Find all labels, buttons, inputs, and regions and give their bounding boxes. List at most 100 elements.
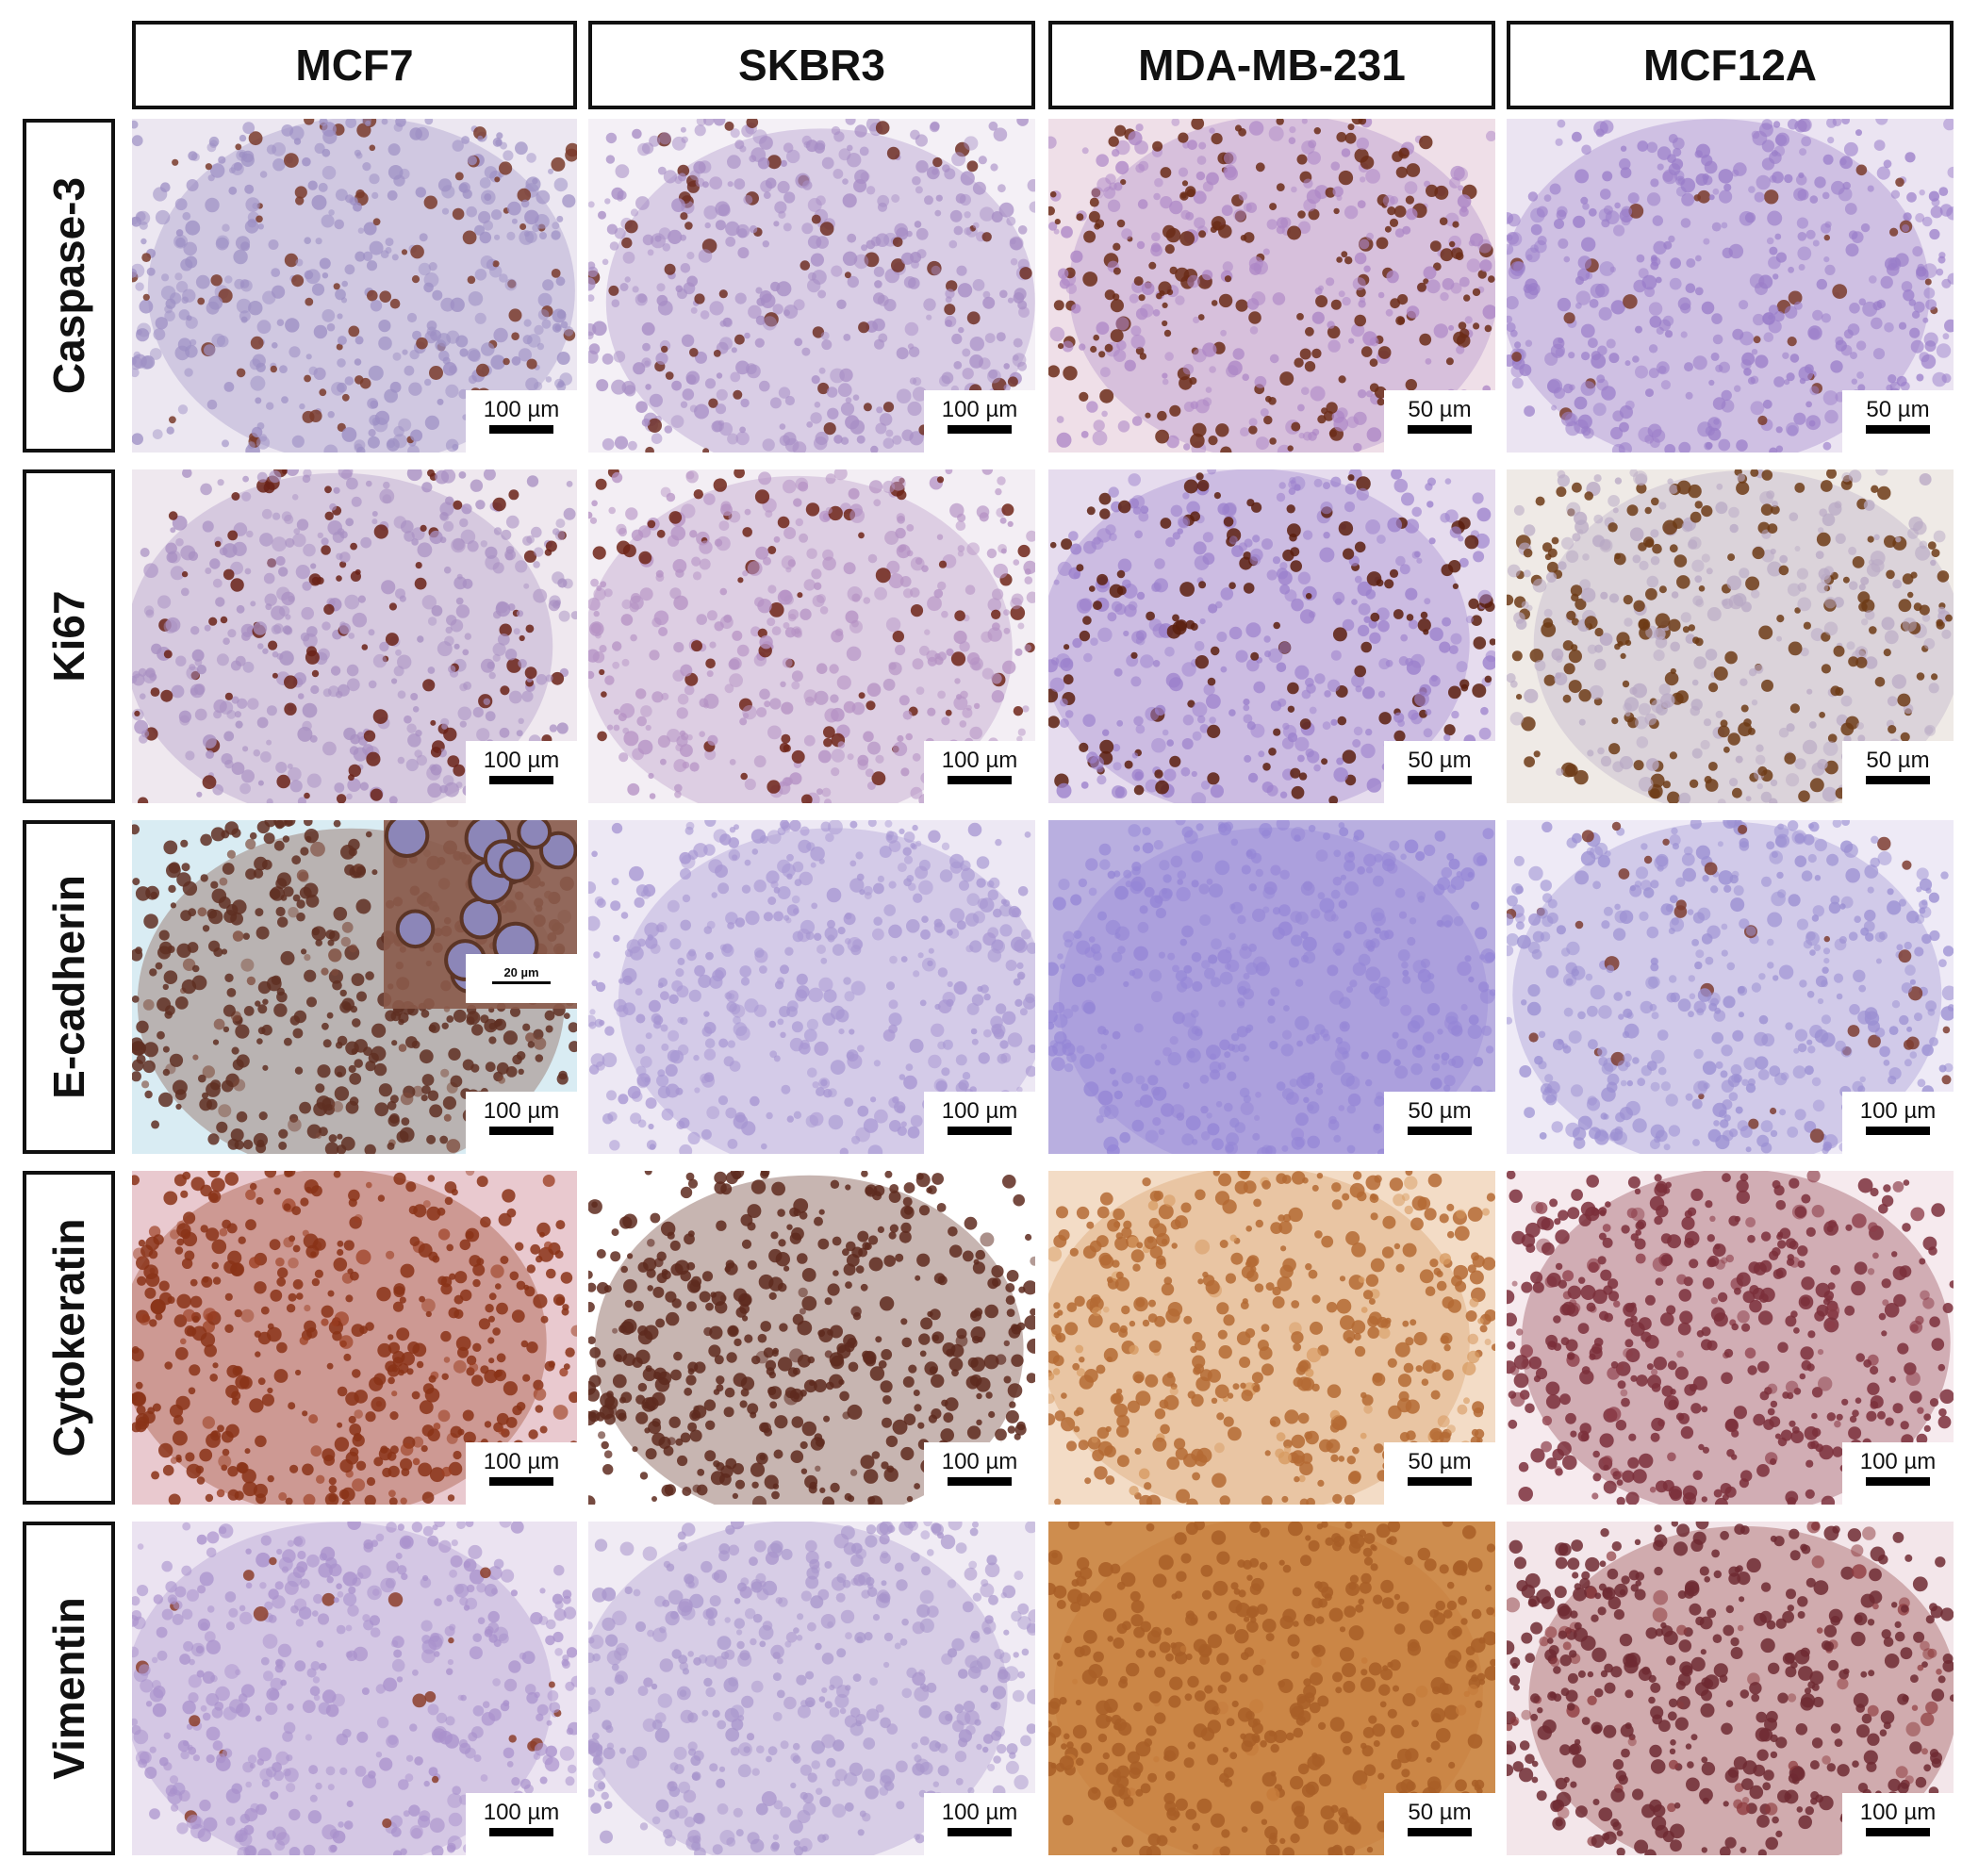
column-header-mcf7: MCF7 [132,21,577,109]
scale-bar-line [489,1828,553,1837]
scale-bar-label: 50 µm [1408,1449,1472,1474]
scale-bar: 100 µm [1842,1092,1954,1154]
scale-bar-line [489,425,553,435]
scale-bar-line [1408,1477,1472,1487]
micrograph-panel: 20 µm 100 µm [132,820,577,1154]
scale-bar: 100 µm [1842,1442,1954,1505]
micrograph-panel: 50 µm [1507,469,1954,803]
scale-bar-label: 100 µm [941,748,1018,773]
micrograph-panel: 100 µm [1507,1171,1954,1505]
scale-bar-line [1866,1127,1930,1136]
column-header-label: MCF12A [1642,41,1818,90]
row-header-vimentin: Vimentin [23,1522,115,1855]
scale-bar: 50 µm [1842,390,1954,453]
scale-bar-label: 100 µm [483,397,560,422]
scale-bar-label: 100 µm [1859,1098,1937,1124]
scale-bar: 50 µm [1842,741,1954,803]
scale-bar-label: 100 µm [483,1449,560,1474]
micrograph-image [1048,820,1495,1154]
micrograph-panel: 50 µm [1048,119,1495,453]
scale-bar: 50 µm [1384,741,1495,803]
micrograph-panel: 100 µm [588,1522,1035,1855]
column-header-label: MCF7 [295,41,414,90]
scale-bar-line [1408,776,1472,785]
scale-bar-label: 100 µm [1859,1449,1937,1474]
scale-bar-line [1408,425,1472,435]
scale-bar-line [948,1477,1012,1487]
micrograph-panel: 50 µm [1048,1522,1495,1855]
micrograph-image [1048,1171,1495,1505]
row-header-label: Cytokeratin [44,1218,93,1457]
micrograph-image [132,820,577,1154]
scale-bar-line [948,425,1012,435]
scale-bar-label: 50 µm [1866,397,1930,422]
micrograph-panel: 100 µm [588,1171,1035,1505]
scale-bar: 50 µm [1384,1793,1495,1855]
scale-bar-label: 100 µm [1859,1800,1937,1825]
scale-bar-line [1866,776,1930,785]
column-header-mcf12a: MCF12A [1507,21,1954,109]
scale-bar-line [489,1127,553,1136]
scale-bar-label: 50 µm [1408,1800,1472,1825]
micrograph-panel: 100 µm [588,820,1035,1154]
micrograph-image [132,469,577,803]
row-header-caspase-3: Caspase-3 [23,119,115,453]
micrograph-panel: 100 µm [132,469,577,803]
scale-bar-line [948,776,1012,785]
micrograph-image [588,119,1035,453]
micrograph-panel: 50 µm [1048,469,1495,803]
scale-bar-line [948,1828,1012,1837]
scale-bar: 100 µm [466,1793,577,1855]
micrograph-panel: 100 µm [588,469,1035,803]
scale-bar-label: 100 µm [941,1449,1018,1474]
scale-bar-label: 50 µm [1408,748,1472,773]
scale-bar-line [1408,1127,1472,1136]
scale-bar-label: 100 µm [483,1800,560,1825]
column-header-label: MDA-MB-231 [1138,41,1406,90]
inset-scale-label: 20 µm [503,965,539,979]
scale-bar: 100 µm [924,1442,1035,1505]
scale-bar-line [1866,425,1930,435]
scale-bar: 100 µm [924,1092,1035,1154]
scale-bar: 100 µm [466,1092,577,1154]
micrograph-image [1048,119,1495,453]
column-header-skbr3: SKBR3 [588,21,1035,109]
scale-bar-label: 50 µm [1408,397,1472,422]
row-header-ki67: Ki67 [23,469,115,803]
scale-bar-label: 50 µm [1866,748,1930,773]
scale-bar: 100 µm [924,390,1035,453]
scale-bar: 100 µm [924,741,1035,803]
scale-bar-line [1408,1828,1472,1837]
micrograph-panel: 100 µm [132,119,577,453]
scale-bar-label: 100 µm [483,1098,560,1124]
scale-bar: 50 µm [1384,1442,1495,1505]
column-header-mda-mb-231: MDA-MB-231 [1048,21,1495,109]
row-header-e-cadherin: E-cadherin [23,820,115,1154]
scale-bar-label: 100 µm [941,1800,1018,1825]
row-header-label: Caspase-3 [44,176,93,395]
scale-bar-line [1866,1828,1930,1837]
scale-bar-line [489,776,553,785]
scale-bar: 100 µm [466,741,577,803]
inset-scale-bar: 20 µm [466,954,577,1003]
scale-bar-label: 50 µm [1408,1098,1472,1124]
scale-bar: 100 µm [466,390,577,453]
micrograph-image [1507,1522,1954,1855]
scale-bar-label: 100 µm [483,748,560,773]
scale-bar-line [948,1127,1012,1136]
scale-bar: 100 µm [924,1793,1035,1855]
scale-bar: 50 µm [1384,1092,1495,1154]
row-header-cytokeratin: Cytokeratin [23,1171,115,1505]
micrograph-image [588,469,1035,803]
micrograph-panel: 100 µm [588,119,1035,453]
micrograph-panel: 50 µm [1507,119,1954,453]
micrograph-panel: 100 µm [1507,1522,1954,1855]
micrograph-panel: 50 µm [1048,820,1495,1154]
micrograph-panel: 100 µm [132,1522,577,1855]
micrograph-panel: 100 µm [1507,820,1954,1154]
micrograph-image [1507,119,1954,453]
micrograph-panel: 50 µm [1048,1171,1495,1505]
micrograph-image [132,119,577,453]
row-header-label: Ki67 [44,590,93,683]
